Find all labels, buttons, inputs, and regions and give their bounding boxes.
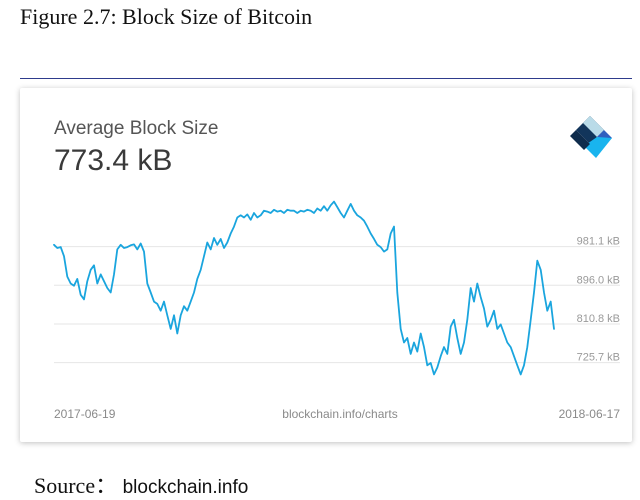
title-divider — [20, 78, 632, 79]
y-tick-labels: 981.1 kB 896.0 kB 810.8 kB 725.7 kB — [577, 236, 620, 364]
source-label: Source： — [34, 473, 118, 498]
source-value: blockchain.info — [122, 477, 249, 498]
y-tick-label: 981.1 kB — [577, 236, 620, 248]
metric-value: 773.4 kB — [54, 144, 173, 177]
chart-panel: Average Block Size 773.4 kB 981.1 kB 896.… — [20, 88, 632, 442]
blockchain-logo-icon — [570, 116, 612, 158]
x-end-label: 2018-06-17 — [559, 407, 621, 421]
chart-gridlines — [54, 246, 620, 364]
y-tick-label: 810.8 kB — [577, 313, 620, 325]
line-chart: 981.1 kB 896.0 kB 810.8 kB 725.7 kB 2017-06… — [53, 200, 621, 421]
x-start-label: 2017-06-19 — [54, 407, 116, 421]
y-tick-label: 725.7 kB — [577, 352, 620, 364]
source-line: Source： blockchain.info — [34, 468, 248, 500]
series-line — [53, 200, 555, 376]
metric-label: Average Block Size — [54, 118, 219, 139]
x-center-label: blockchain.info/charts — [282, 407, 397, 421]
figure-title: Figure 2.7: Block Size of Bitcoin — [20, 4, 313, 29]
y-tick-label: 896.0 kB — [577, 274, 620, 286]
